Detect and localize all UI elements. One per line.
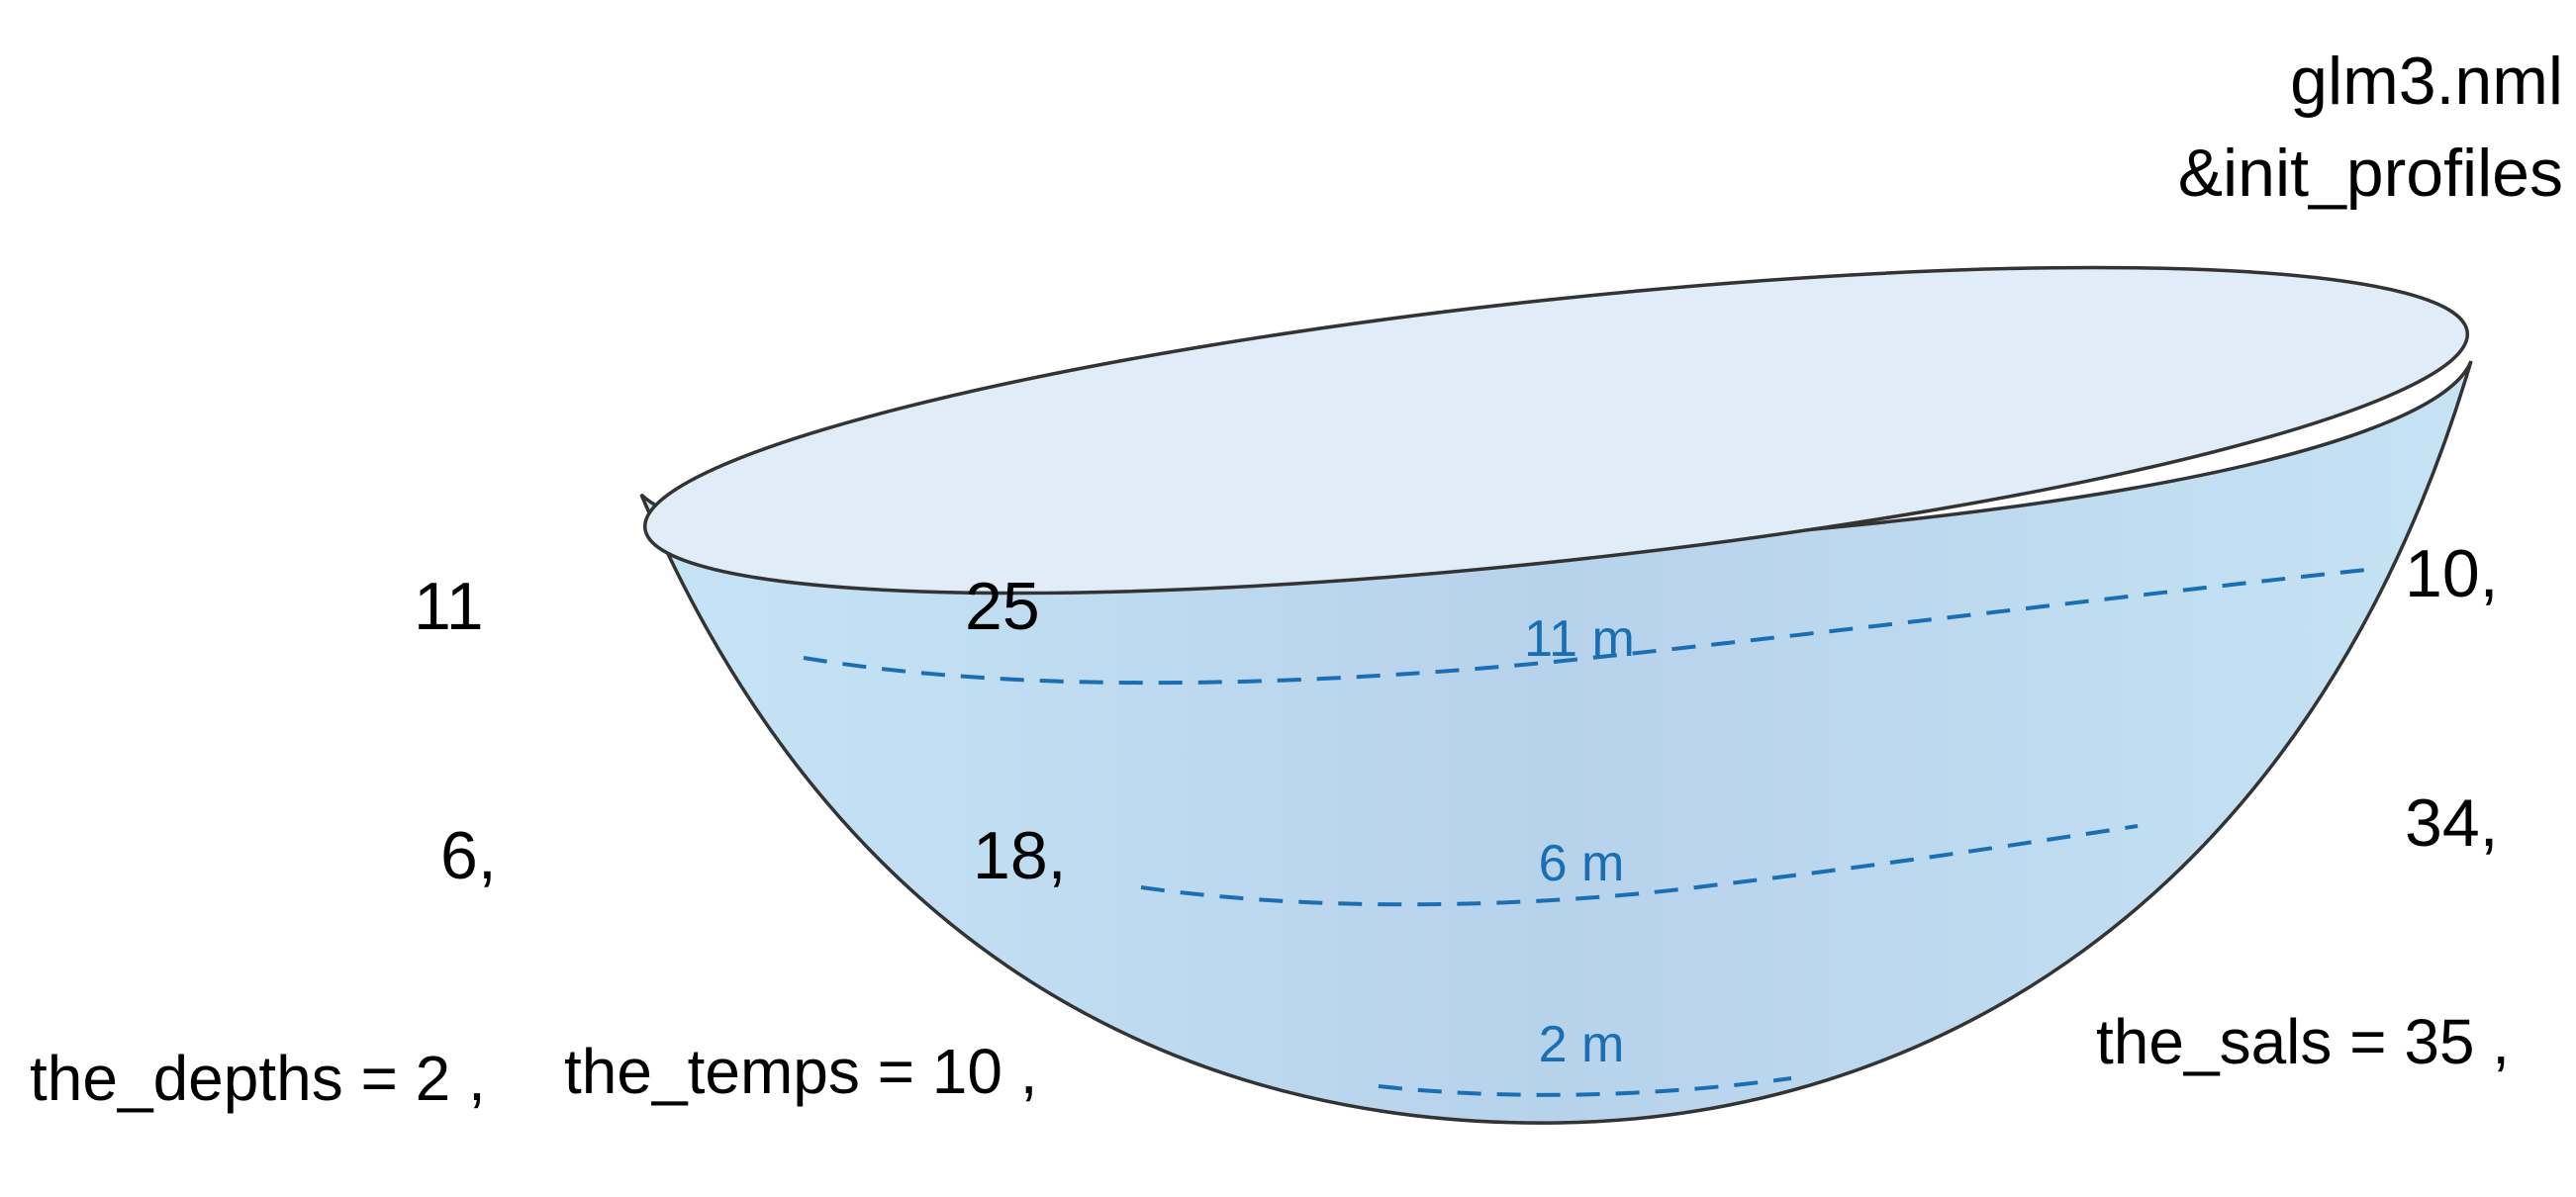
depth-label-11m: 11 m: [1524, 610, 1635, 668]
lake-surface: [642, 265, 2470, 596]
depth-line-6m: [1140, 824, 2139, 907]
temp-value-top: 25: [965, 569, 1040, 644]
depth-label-6m: 6 m: [1539, 835, 1625, 892]
sal-value-top: 10,: [2405, 536, 2499, 611]
depth-label-2m: 2 m: [1539, 1016, 1625, 1073]
depth-line-11m: [803, 567, 2376, 686]
temp-value-mid: 18,: [973, 818, 1067, 893]
depth-line-2m: [1378, 1076, 1792, 1097]
temps-assignment: the_temps = 10 ,: [564, 1036, 1038, 1107]
section-name: &init_profiles: [2178, 136, 2563, 211]
file-name: glm3.nml: [2290, 44, 2563, 119]
sals-assignment: the_sals = 35 ,: [2096, 1006, 2510, 1077]
depth-value-mid: 6,: [440, 818, 497, 893]
depth-value-top: 11: [414, 569, 484, 644]
sal-value-mid: 34,: [2405, 785, 2499, 861]
depths-assignment: the_depths = 2 ,: [30, 1043, 486, 1114]
